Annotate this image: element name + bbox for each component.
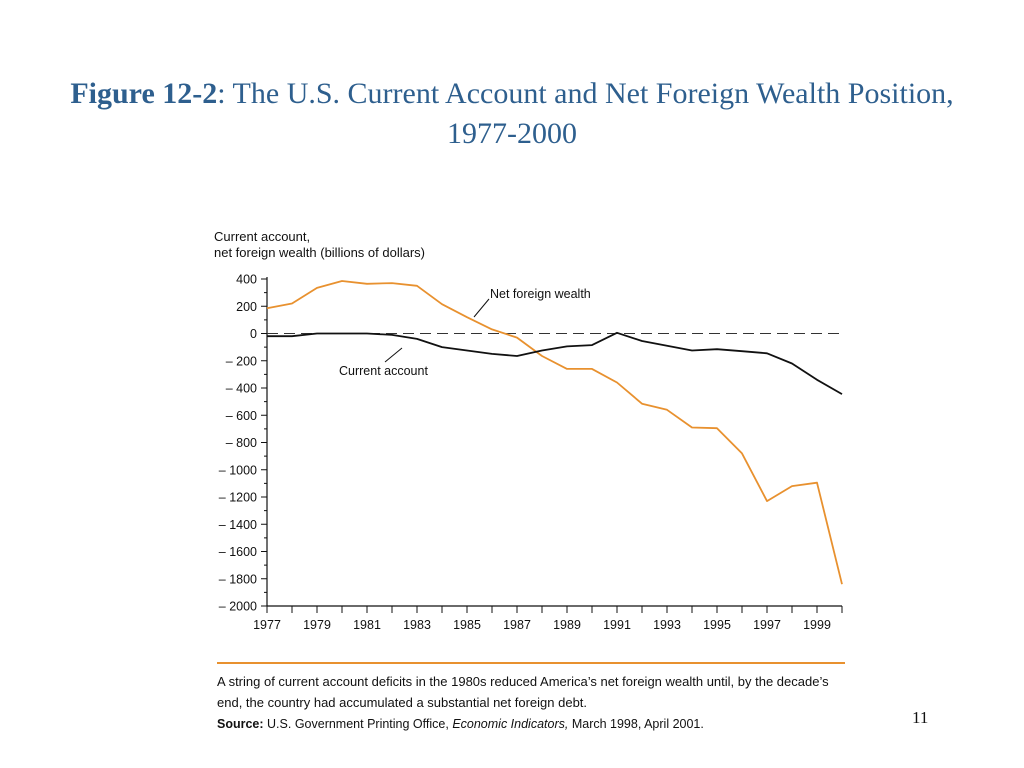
- page-number: 11: [912, 708, 929, 727]
- x-tick-label: 1977: [253, 618, 281, 632]
- x-tick-label: 1989: [553, 618, 581, 632]
- source-dates: March 1998, April 2001.: [571, 717, 704, 731]
- y-tick-label: – 1800: [219, 572, 257, 586]
- y-tick-label: – 800: [226, 436, 257, 450]
- figure-source: Source: U.S. Government Printing Office,…: [217, 717, 847, 731]
- source-label: Source:: [217, 717, 264, 731]
- y-tick-label: 200: [236, 300, 257, 314]
- y-tick-label: – 600: [226, 409, 257, 423]
- figure-caption: A string of current account deficits in …: [217, 674, 829, 710]
- y-axis-title: Current account, net foreign wealth (bil…: [214, 229, 425, 261]
- y-axis-title-line2: net foreign wealth (billions of dollars): [214, 245, 425, 260]
- x-tick-label: 1993: [653, 618, 681, 632]
- y-tick-label: – 1000: [219, 463, 257, 477]
- caption-divider: [217, 662, 845, 664]
- y-tick-label: 0: [250, 327, 257, 341]
- x-tick-label: 1991: [603, 618, 631, 632]
- net-foreign-wealth-line: [266, 280, 843, 585]
- x-tick-label: 1981: [353, 618, 381, 632]
- chart-annotations: Net foreign wealth Current account: [339, 287, 591, 378]
- x-tick-label: 1997: [753, 618, 781, 632]
- current-account-annotation: Current account: [339, 364, 428, 378]
- figure-title-text: : The U.S. Current Account and Net Forei…: [217, 77, 954, 150]
- y-tick-label: – 2000: [219, 600, 257, 614]
- x-tick-label: 1979: [303, 618, 331, 632]
- chart-axes: 400 200 0 – 200 – 400 – 600 – 800 – 1000 – 1200 –…: [219, 273, 843, 632]
- x-tick-label: 1999: [803, 618, 831, 632]
- figure-number: Figure 12-2: [70, 77, 218, 110]
- current-account-line: [267, 331, 843, 395]
- x-tick-label: 1985: [453, 618, 481, 632]
- x-tick-label: 1983: [403, 618, 431, 632]
- x-tick-label: 1995: [703, 618, 731, 632]
- y-tick-label: – 200: [226, 354, 257, 368]
- source-publication: Economic Indicators,: [452, 717, 569, 731]
- y-axis-title-line1: Current account,: [214, 229, 311, 244]
- current-account-leader: [384, 347, 403, 363]
- x-tick-label: 1987: [503, 618, 531, 632]
- slide-title: Figure 12-2: The U.S. Current Account an…: [60, 74, 964, 154]
- source-publisher: U.S. Government Printing Office,: [267, 717, 449, 731]
- y-tick-label: – 1600: [219, 545, 257, 559]
- y-tick-label: – 1200: [219, 491, 257, 505]
- y-tick-label: – 400: [226, 382, 257, 396]
- net-foreign-wealth-leader: [473, 298, 490, 318]
- y-tick-label: 400: [236, 273, 257, 287]
- y-tick-label: – 1400: [219, 518, 257, 532]
- net-foreign-wealth-annotation: Net foreign wealth: [490, 287, 591, 301]
- chart-plot-area: [266, 280, 843, 585]
